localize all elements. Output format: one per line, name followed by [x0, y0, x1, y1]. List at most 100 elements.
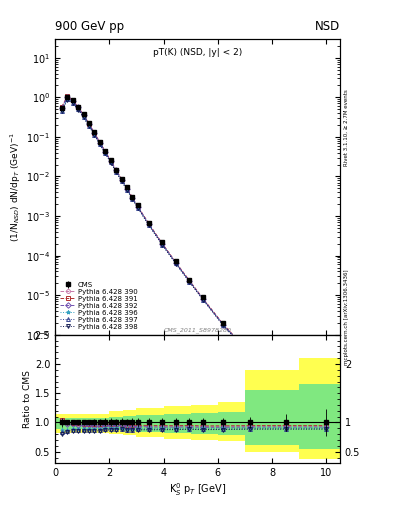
Pythia 6.428 397: [283, 385, 288, 391]
Pythia 6.428 397: [92, 132, 97, 138]
Pythia 6.428 390: [125, 185, 129, 191]
Pythia 6.428 391: [97, 139, 102, 145]
Line: Pythia 6.428 398: Pythia 6.428 398: [60, 98, 328, 425]
Text: pT(K) (NSD, |y| < 2): pT(K) (NSD, |y| < 2): [153, 48, 242, 57]
Pythia 6.428 396: [187, 278, 192, 284]
Pythia 6.428 398: [81, 114, 86, 120]
Pythia 6.428 396: [86, 122, 91, 129]
Pythia 6.428 390: [324, 419, 329, 425]
Pythia 6.428 396: [130, 196, 135, 202]
Pythia 6.428 397: [146, 222, 151, 228]
Pythia 6.428 392: [173, 260, 178, 266]
Pythia 6.428 391: [103, 148, 108, 155]
Pythia 6.428 398: [187, 279, 192, 285]
Text: Rivet 3.1.10, ≥ 2.7M events: Rivet 3.1.10, ≥ 2.7M events: [344, 90, 349, 166]
Y-axis label: Ratio to CMS: Ratio to CMS: [23, 370, 32, 428]
Pythia 6.428 397: [248, 352, 253, 358]
Pythia 6.428 397: [86, 122, 91, 129]
Pythia 6.428 398: [92, 132, 97, 138]
Pythia 6.428 391: [59, 104, 64, 110]
Pythia 6.428 392: [114, 167, 118, 174]
Pythia 6.428 397: [97, 141, 102, 147]
Pythia 6.428 392: [283, 385, 288, 391]
Pythia 6.428 397: [76, 106, 81, 112]
Pythia 6.428 398: [200, 296, 205, 303]
Pythia 6.428 390: [136, 203, 140, 209]
Pythia 6.428 398: [125, 187, 129, 193]
Pythia 6.428 396: [221, 322, 226, 328]
Pythia 6.428 391: [86, 121, 91, 127]
Pythia 6.428 392: [76, 104, 81, 111]
Pythia 6.428 396: [125, 186, 129, 193]
Pythia 6.428 390: [146, 221, 151, 227]
Pythia 6.428 391: [114, 167, 118, 173]
Pythia 6.428 391: [65, 93, 70, 99]
Pythia 6.428 397: [221, 322, 226, 328]
Pythia 6.428 396: [283, 385, 288, 391]
Pythia 6.428 392: [70, 98, 75, 104]
Pythia 6.428 398: [108, 159, 113, 165]
Pythia 6.428 398: [119, 178, 124, 184]
Pythia 6.428 391: [160, 240, 165, 246]
Pythia 6.428 397: [173, 261, 178, 267]
Pythia 6.428 398: [114, 169, 118, 175]
Pythia 6.428 398: [103, 151, 108, 157]
Pythia 6.428 391: [125, 185, 129, 191]
Pythia 6.428 390: [103, 148, 108, 155]
Pythia 6.428 397: [160, 242, 165, 248]
Pythia 6.428 398: [70, 100, 75, 106]
Pythia 6.428 397: [65, 96, 70, 102]
Pythia 6.428 391: [130, 195, 135, 201]
Pythia 6.428 390: [160, 241, 165, 247]
Pythia 6.428 392: [136, 204, 140, 210]
Pythia 6.428 396: [65, 96, 70, 102]
Pythia 6.428 396: [324, 420, 329, 426]
X-axis label: K$^0_S$ p$_T$ [GeV]: K$^0_S$ p$_T$ [GeV]: [169, 481, 226, 498]
Pythia 6.428 397: [108, 159, 113, 165]
Pythia 6.428 391: [200, 295, 205, 302]
Pythia 6.428 390: [59, 104, 64, 111]
Pythia 6.428 396: [97, 141, 102, 147]
Pythia 6.428 396: [70, 99, 75, 105]
Pythia 6.428 392: [103, 149, 108, 155]
Pythia 6.428 398: [86, 123, 91, 129]
Line: Pythia 6.428 397: Pythia 6.428 397: [60, 97, 328, 425]
Pythia 6.428 390: [248, 351, 253, 357]
Pythia 6.428 392: [65, 94, 70, 100]
Pythia 6.428 398: [59, 109, 64, 115]
Pythia 6.428 392: [119, 177, 124, 183]
Pythia 6.428 390: [76, 104, 81, 110]
Pythia 6.428 398: [248, 352, 253, 358]
Pythia 6.428 390: [221, 322, 226, 328]
Pythia 6.428 398: [221, 323, 226, 329]
Pythia 6.428 392: [187, 278, 192, 284]
Pythia 6.428 397: [59, 108, 64, 114]
Pythia 6.428 398: [97, 141, 102, 147]
Pythia 6.428 392: [160, 241, 165, 247]
Pythia 6.428 390: [108, 158, 113, 164]
Legend: CMS, Pythia 6.428 390, Pythia 6.428 391, Pythia 6.428 392, Pythia 6.428 396, Pyt: CMS, Pythia 6.428 390, Pythia 6.428 391,…: [59, 280, 139, 331]
Pythia 6.428 391: [221, 321, 226, 327]
Text: CMS_2011_S8978280: CMS_2011_S8978280: [163, 328, 231, 333]
Pythia 6.428 392: [200, 296, 205, 302]
Pythia 6.428 397: [130, 196, 135, 202]
Pythia 6.428 392: [86, 121, 91, 127]
Pythia 6.428 396: [81, 114, 86, 120]
Pythia 6.428 398: [136, 205, 140, 211]
Pythia 6.428 390: [130, 195, 135, 201]
Pythia 6.428 392: [130, 195, 135, 201]
Pythia 6.428 391: [70, 97, 75, 103]
Pythia 6.428 392: [59, 104, 64, 111]
Pythia 6.428 397: [103, 150, 108, 156]
Pythia 6.428 390: [81, 112, 86, 118]
Pythia 6.428 397: [324, 420, 329, 426]
Pythia 6.428 396: [200, 296, 205, 302]
Pythia 6.428 392: [324, 420, 329, 426]
Pythia 6.428 390: [92, 130, 97, 136]
Pythia 6.428 398: [283, 385, 288, 391]
Line: Pythia 6.428 391: Pythia 6.428 391: [60, 95, 328, 424]
Pythia 6.428 390: [283, 385, 288, 391]
Pythia 6.428 398: [130, 196, 135, 202]
Pythia 6.428 396: [136, 204, 140, 210]
Pythia 6.428 397: [70, 99, 75, 105]
